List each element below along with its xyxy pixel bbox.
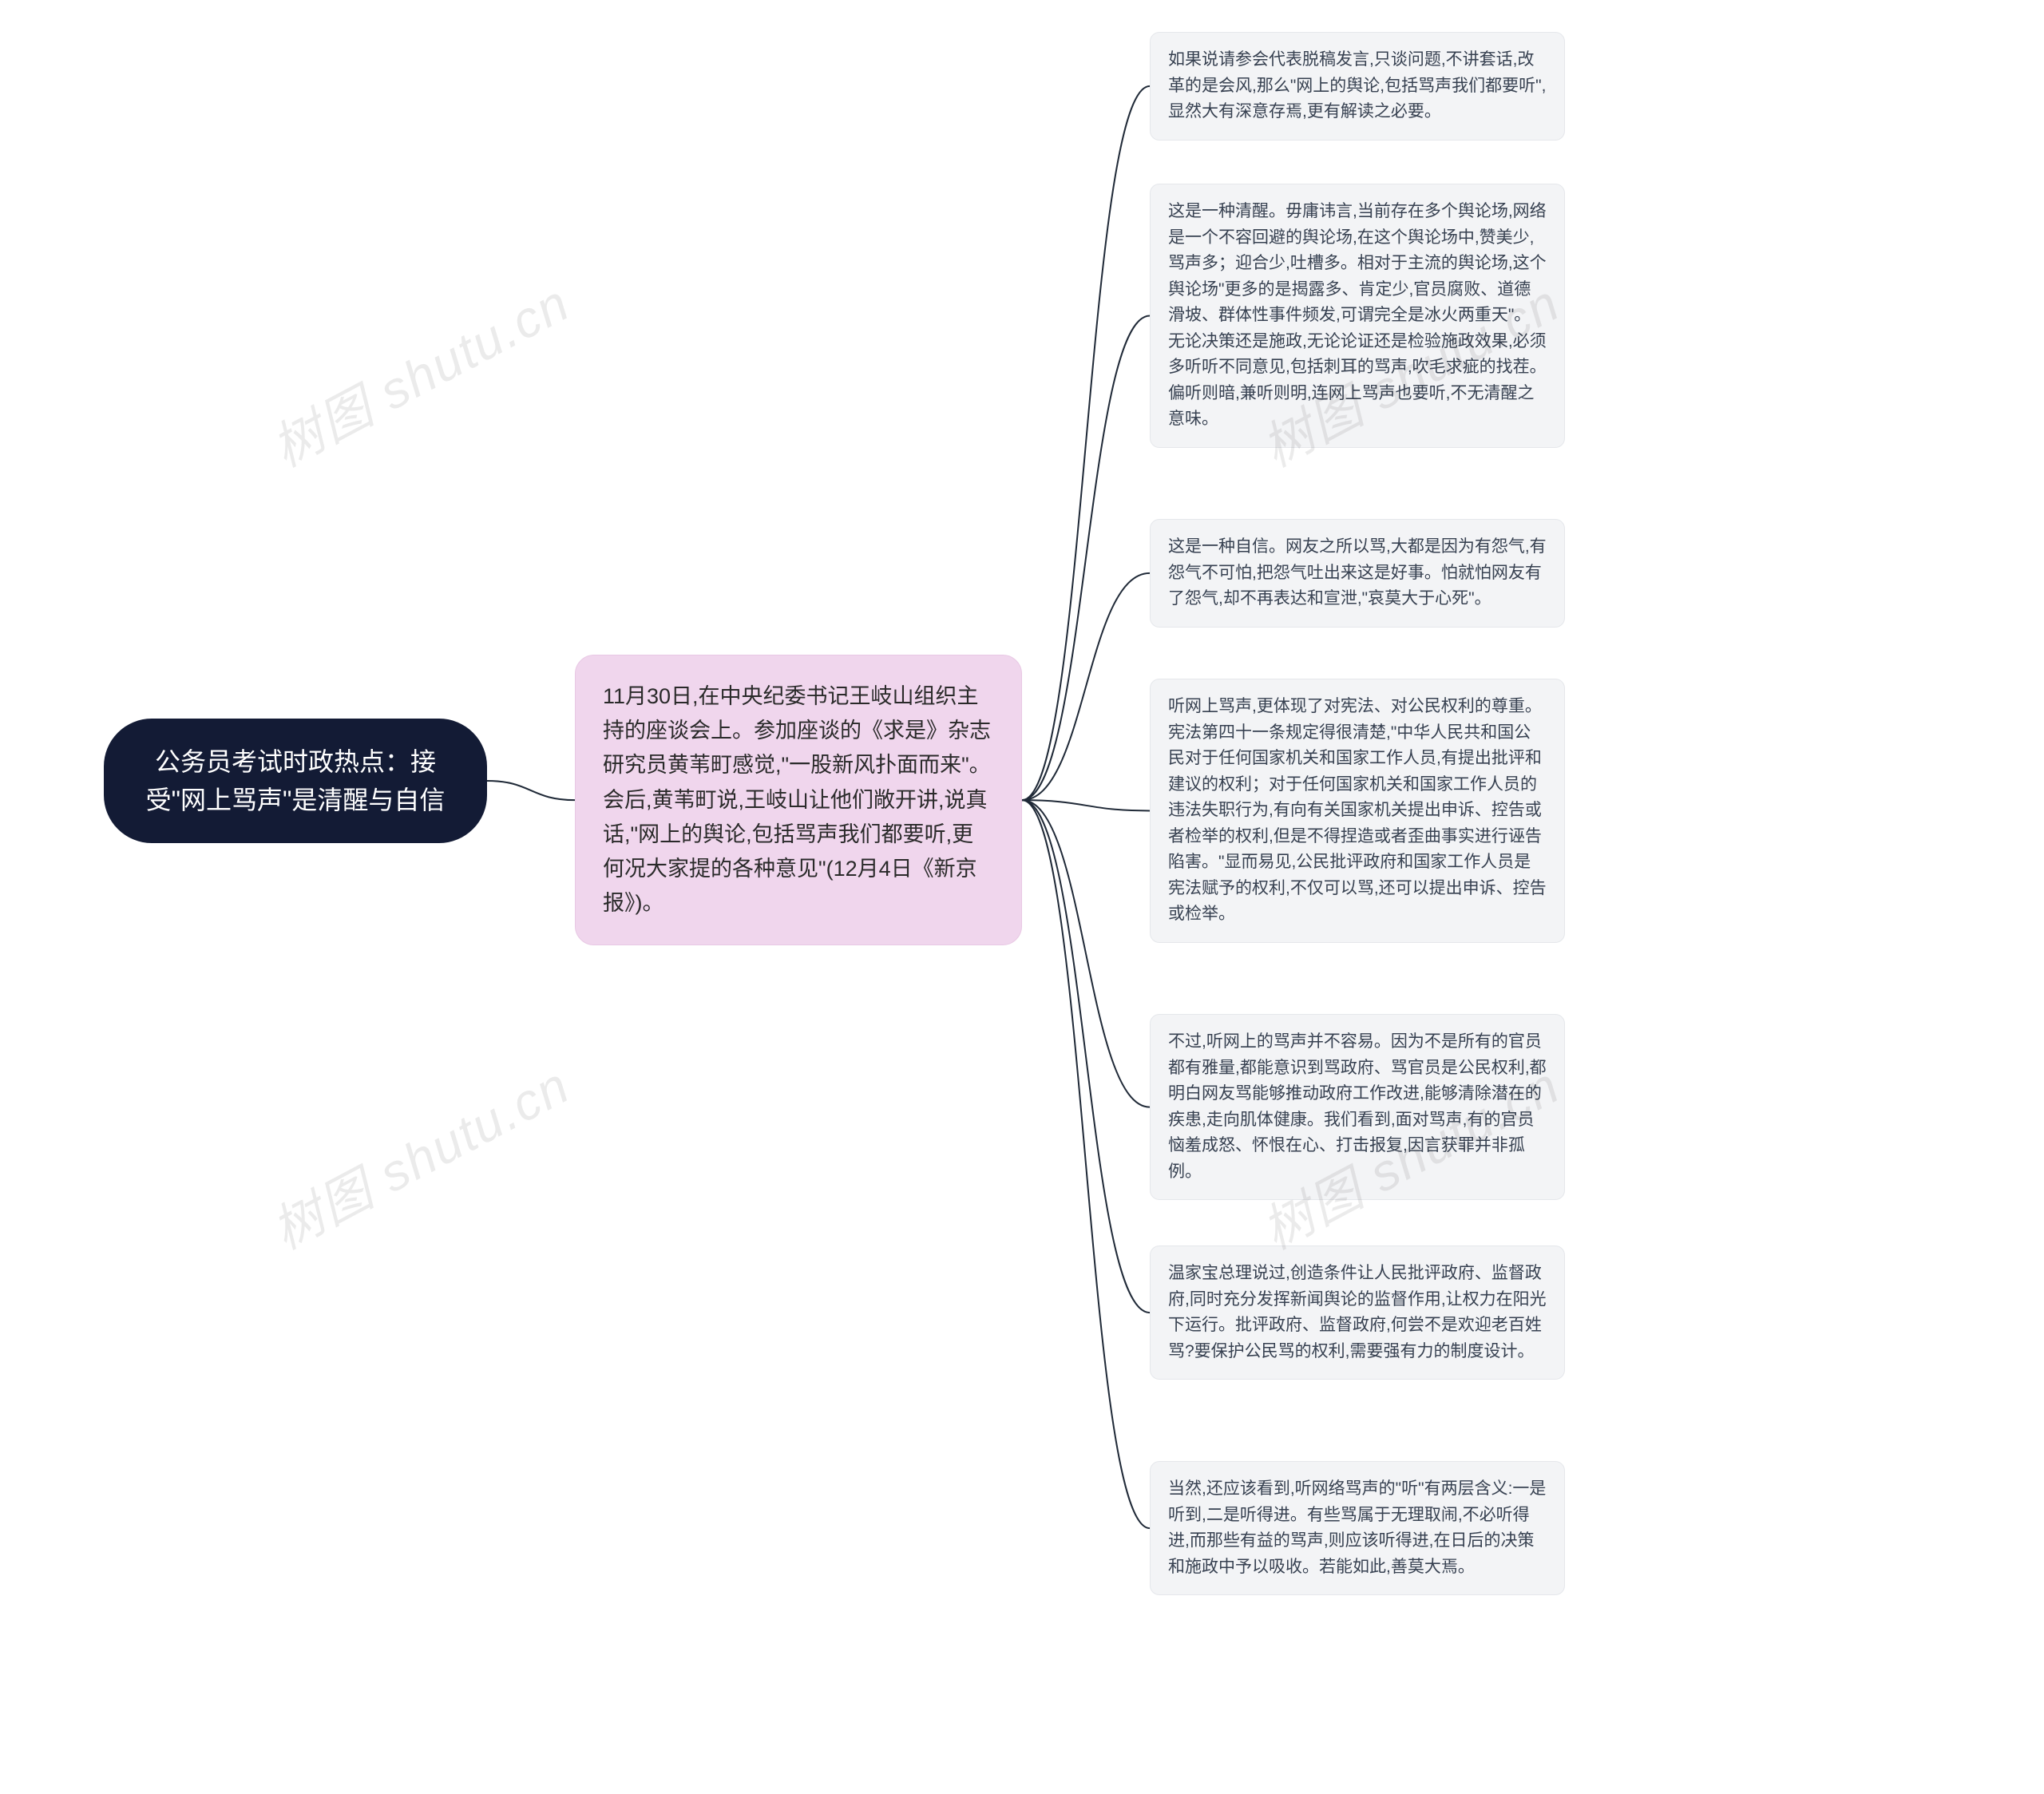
leaf-node: 听网上骂声,更体现了对宪法、对公民权利的尊重。宪法第四十一条规定得很清楚,"中华… [1150,679,1565,943]
leaf-node: 这是一种自信。网友之所以骂,大都是因为有怨气,有怨气不可怕,把怨气吐出来这是好事… [1150,519,1565,628]
leaf-text: 不过,听网上的骂声并不容易。因为不是所有的官员都有雅量,都能意识到骂政府、骂官员… [1168,1029,1547,1185]
level1-node: 11月30日,在中央纪委书记王岐山组织主持的座谈会上。参加座谈的《求是》杂志研究… [575,655,1022,945]
leaf-node: 不过,听网上的骂声并不容易。因为不是所有的官员都有雅量,都能意识到骂政府、骂官员… [1150,1014,1565,1200]
watermark: 树图 shutu.cn [257,1045,580,1264]
connector-svg [0,0,2044,1794]
leaf-text: 这是一种自信。网友之所以骂,大都是因为有怨气,有怨气不可怕,把怨气吐出来这是好事… [1168,534,1547,612]
watermark: 树图 shutu.cn [257,263,580,481]
root-text: 公务员考试时政热点：接受"网上骂声"是清醒与自信 [136,743,455,819]
leaf-text: 当然,还应该看到,听网络骂声的"听"有两层含义:一是听到,二是听得进。有些骂属于… [1168,1476,1547,1580]
level1-text: 11月30日,在中央纪委书记王岐山组织主持的座谈会上。参加座谈的《求是》杂志研究… [603,679,994,921]
leaf-node: 当然,还应该看到,听网络骂声的"听"有两层含义:一是听到,二是听得进。有些骂属于… [1150,1461,1565,1595]
leaf-node: 如果说请参会代表脱稿发言,只谈问题,不讲套话,改革的是会风,那么"网上的舆论,包… [1150,32,1565,141]
leaf-text: 这是一种清醒。毋庸讳言,当前存在多个舆论场,网络是一个不容回避的舆论场,在这个舆… [1168,199,1547,433]
leaf-text: 如果说请参会代表脱稿发言,只谈问题,不讲套话,改革的是会风,那么"网上的舆论,包… [1168,47,1547,125]
leaf-text: 听网上骂声,更体现了对宪法、对公民权利的尊重。宪法第四十一条规定得很清楚,"中华… [1168,694,1547,928]
leaf-node: 这是一种清醒。毋庸讳言,当前存在多个舆论场,网络是一个不容回避的舆论场,在这个舆… [1150,184,1565,448]
leaf-node: 温家宝总理说过,创造条件让人民批评政府、监督政府,同时充分发挥新闻舆论的监督作用… [1150,1246,1565,1380]
root-node: 公务员考试时政热点：接受"网上骂声"是清醒与自信 [104,719,487,843]
leaf-text: 温家宝总理说过,创造条件让人民批评政府、监督政府,同时充分发挥新闻舆论的监督作用… [1168,1261,1547,1364]
